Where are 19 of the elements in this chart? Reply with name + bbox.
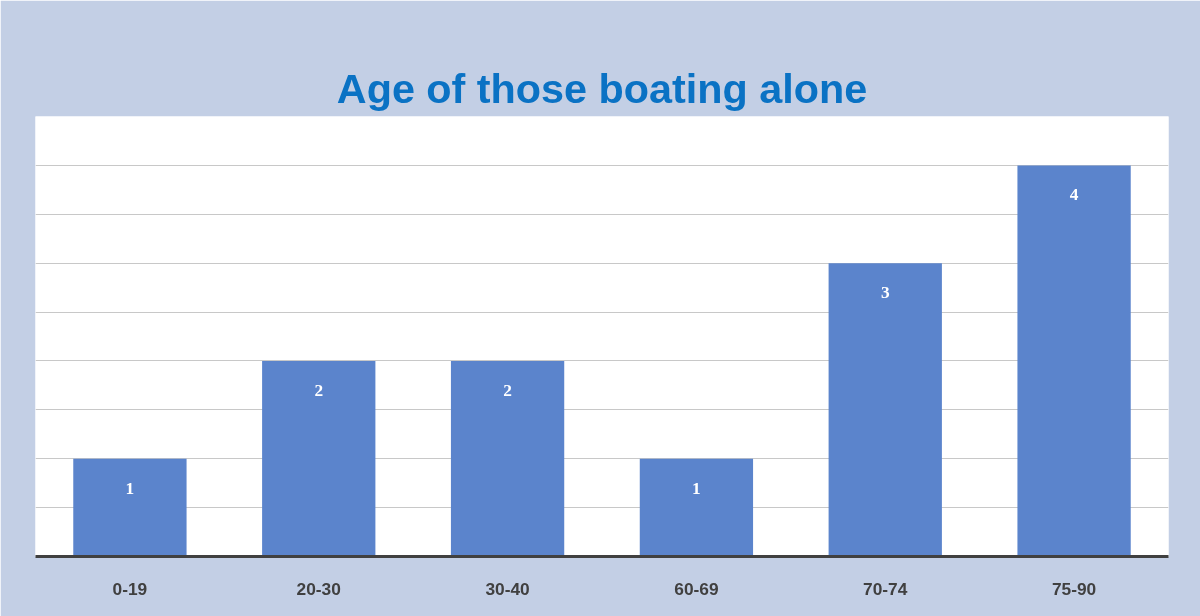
bar <box>828 263 942 557</box>
bar <box>1017 165 1131 557</box>
data-label: 1 <box>125 478 135 498</box>
data-label: 4 <box>1069 185 1079 205</box>
x-tick-label: 60-69 <box>674 578 719 599</box>
data-label: 3 <box>880 283 890 303</box>
data-label: 2 <box>314 380 324 400</box>
bar <box>639 458 754 557</box>
x-tick-label: 75-90 <box>1051 578 1097 599</box>
data-label: 1 <box>692 478 701 498</box>
x-tick-label: 30-40 <box>485 578 530 599</box>
chart-title: Age of those boating alone <box>336 65 868 112</box>
x-tick-label: 20-30 <box>296 578 341 599</box>
bar <box>450 360 565 557</box>
data-label: 2 <box>503 380 512 400</box>
bar <box>73 458 187 557</box>
bar <box>262 360 376 557</box>
x-tick-label: 0-19 <box>112 578 148 599</box>
x-tick-label: 70-74 <box>863 578 908 599</box>
